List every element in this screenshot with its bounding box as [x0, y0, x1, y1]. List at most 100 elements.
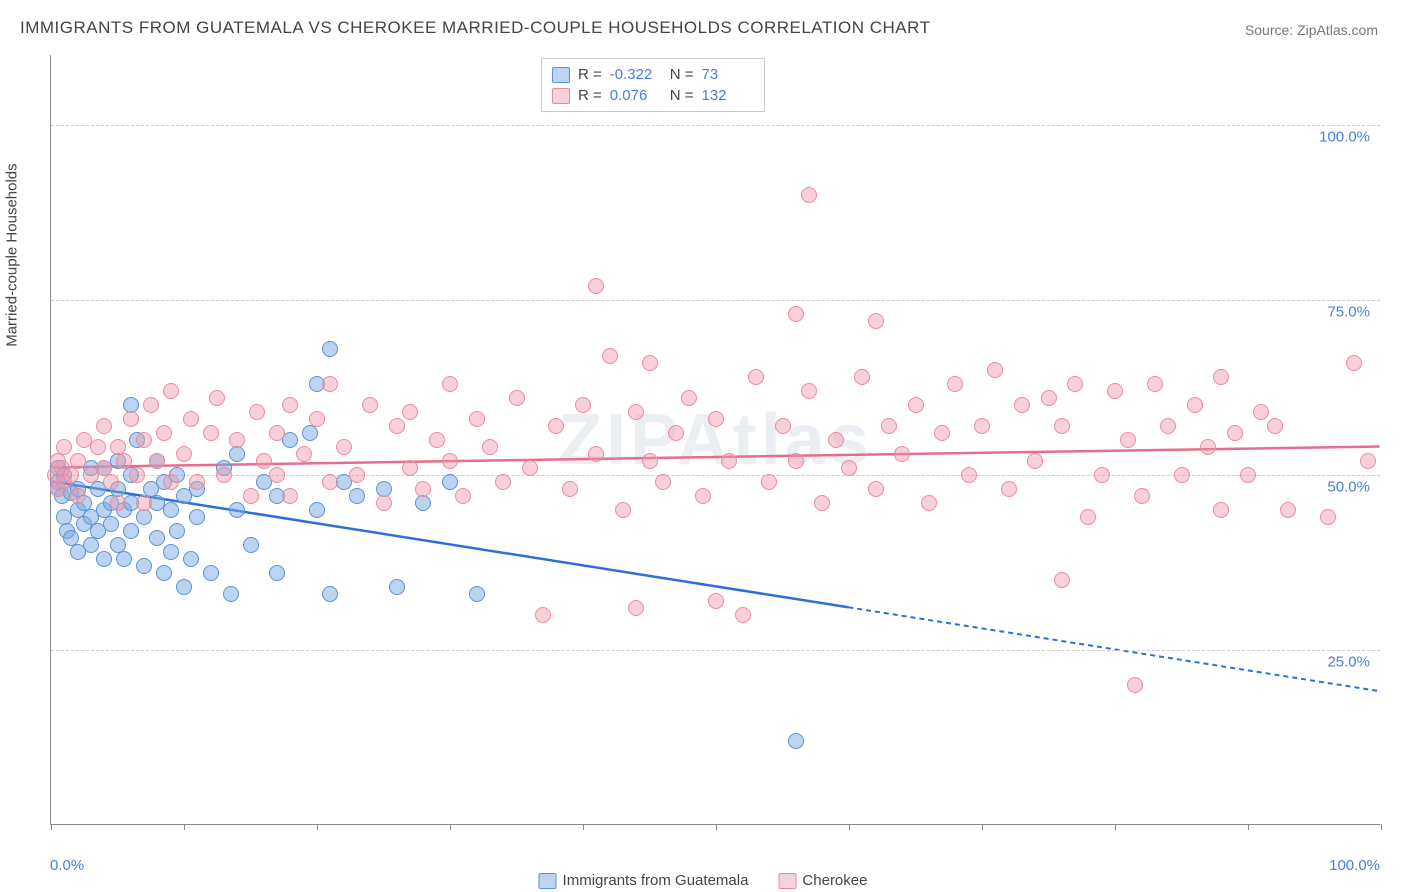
- scatter-point: [788, 453, 804, 469]
- scatter-point: [588, 278, 604, 294]
- scatter-point: [223, 586, 239, 602]
- y-tick-label: 75.0%: [1327, 304, 1370, 321]
- scatter-point: [389, 418, 405, 434]
- scatter-point: [116, 551, 132, 567]
- scatter-point: [149, 453, 165, 469]
- scatter-point: [282, 488, 298, 504]
- scatter-point: [1001, 481, 1017, 497]
- scatter-point: [1094, 467, 1110, 483]
- scatter-point: [1174, 467, 1190, 483]
- swatch-series2: [778, 873, 796, 889]
- scatter-point: [615, 502, 631, 518]
- stat-r-value-1: -0.322: [610, 66, 662, 83]
- scatter-point: [947, 376, 963, 392]
- scatter-point: [209, 390, 225, 406]
- scatter-point: [129, 467, 145, 483]
- scatter-point: [1027, 453, 1043, 469]
- scatter-point: [243, 537, 259, 553]
- scatter-point: [136, 558, 152, 574]
- x-axis-min-label: 0.0%: [50, 857, 84, 874]
- scatter-point: [429, 432, 445, 448]
- scatter-point: [322, 586, 338, 602]
- scatter-point: [183, 551, 199, 567]
- y-tick-label: 25.0%: [1327, 654, 1370, 671]
- scatter-point: [156, 565, 172, 581]
- scatter-point: [389, 579, 405, 595]
- scatter-point: [1240, 467, 1256, 483]
- scatter-point: [1200, 439, 1216, 455]
- scatter-point: [309, 502, 325, 518]
- scatter-point: [455, 488, 471, 504]
- x-axis-max-label: 100.0%: [1329, 857, 1380, 874]
- scatter-point: [1280, 502, 1296, 518]
- scatter-point: [628, 404, 644, 420]
- scatter-point: [642, 453, 658, 469]
- stats-row-series2: R = 0.076 N = 132: [552, 85, 754, 106]
- scatter-point: [1213, 369, 1229, 385]
- x-tick: [716, 824, 717, 830]
- scatter-point: [123, 523, 139, 539]
- stat-n-value-2: 132: [702, 87, 754, 104]
- scatter-point: [156, 425, 172, 441]
- x-tick: [317, 824, 318, 830]
- scatter-point: [987, 362, 1003, 378]
- scatter-point: [362, 397, 378, 413]
- scatter-point: [522, 460, 538, 476]
- scatter-point: [216, 467, 232, 483]
- scatter-point: [189, 474, 205, 490]
- scatter-point: [642, 355, 658, 371]
- scatter-point: [322, 376, 338, 392]
- scatter-point: [708, 411, 724, 427]
- scatter-point: [708, 593, 724, 609]
- scatter-point: [1187, 397, 1203, 413]
- scatter-point: [103, 474, 119, 490]
- chart-container: IMMIGRANTS FROM GUATEMALA VS CHEROKEE MA…: [0, 0, 1406, 892]
- scatter-point: [668, 425, 684, 441]
- scatter-point: [788, 306, 804, 322]
- scatter-point: [349, 488, 365, 504]
- x-tick: [583, 824, 584, 830]
- scatter-point: [509, 390, 525, 406]
- scatter-point: [123, 411, 139, 427]
- scatter-point: [63, 467, 79, 483]
- scatter-point: [442, 453, 458, 469]
- legend-label-series2: Cherokee: [802, 872, 867, 889]
- stat-n-label: N =: [670, 66, 694, 83]
- scatter-point: [249, 404, 265, 420]
- scatter-point: [1041, 390, 1057, 406]
- scatter-point: [854, 369, 870, 385]
- scatter-point: [748, 369, 764, 385]
- scatter-point: [70, 488, 86, 504]
- scatter-point: [269, 425, 285, 441]
- scatter-point: [269, 467, 285, 483]
- scatter-point: [336, 439, 352, 455]
- scatter-point: [535, 607, 551, 623]
- scatter-point: [1253, 404, 1269, 420]
- scatter-point: [921, 495, 937, 511]
- scatter-point: [1267, 418, 1283, 434]
- x-tick: [51, 824, 52, 830]
- scatter-point: [814, 495, 830, 511]
- scatter-point: [96, 551, 112, 567]
- scatter-point: [70, 453, 86, 469]
- scatter-point: [143, 397, 159, 413]
- x-tick: [849, 824, 850, 830]
- scatter-point: [1067, 376, 1083, 392]
- scatter-point: [169, 523, 185, 539]
- scatter-point: [309, 411, 325, 427]
- scatter-point: [1134, 488, 1150, 504]
- scatter-point: [495, 474, 511, 490]
- scatter-point: [229, 446, 245, 462]
- scatter-point: [110, 495, 126, 511]
- scatter-point: [83, 537, 99, 553]
- x-tick: [1381, 824, 1382, 830]
- scatter-point: [695, 488, 711, 504]
- x-tick: [184, 824, 185, 830]
- source-attribution: Source: ZipAtlas.com: [1245, 22, 1378, 38]
- scatter-point: [482, 439, 498, 455]
- scatter-point: [1147, 376, 1163, 392]
- scatter-point: [243, 488, 259, 504]
- scatter-point: [376, 495, 392, 511]
- scatter-point: [1054, 572, 1070, 588]
- scatter-point: [269, 565, 285, 581]
